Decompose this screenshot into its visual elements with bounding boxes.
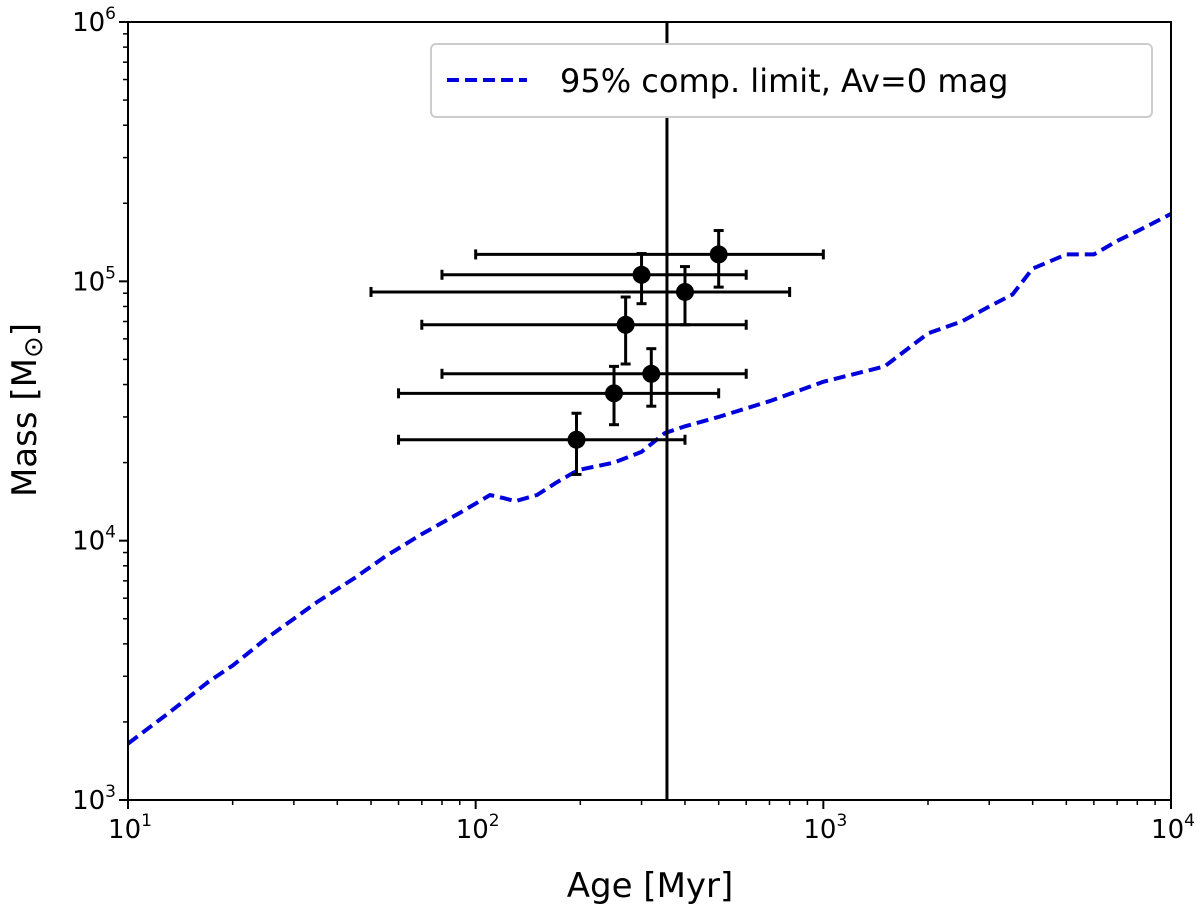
- data-point: [642, 364, 661, 383]
- data-point: [632, 265, 651, 284]
- y-tick-label-base: 10: [72, 267, 105, 297]
- y-tick-label-base: 10: [72, 527, 105, 557]
- y-tick-label-exponent: 6: [105, 4, 116, 24]
- x-tick-label-base: 10: [803, 815, 836, 845]
- data-point: [709, 245, 728, 264]
- y-tick-label-exponent: 3: [105, 782, 116, 802]
- data-point: [675, 282, 694, 301]
- x-tick-label-exponent: 3: [836, 811, 847, 831]
- y-axis-label-end: ]: [5, 323, 45, 336]
- x-axis-label: Age [Myr]: [567, 866, 734, 906]
- y-tick-label-base: 10: [72, 8, 105, 38]
- x-tick-label-exponent: 1: [141, 811, 152, 831]
- x-tick-label-base: 10: [108, 815, 141, 845]
- x-tick-label: 104: [1151, 811, 1195, 845]
- y-axis-label-main: Mass [M: [5, 358, 45, 497]
- y-tick-label: 104: [72, 523, 116, 557]
- data-point: [567, 430, 586, 449]
- y-tick-label: 103: [72, 782, 116, 816]
- y-tick-label-exponent: 4: [105, 523, 116, 543]
- y-tick-label-base: 10: [72, 786, 105, 816]
- y-axis-label: Mass [M⊙]: [5, 323, 49, 497]
- legend-box: [430, 43, 1153, 118]
- x-tick-label-base: 10: [1151, 815, 1184, 845]
- plot-frame: [127, 21, 1172, 801]
- y-tick-label: 105: [72, 263, 116, 297]
- legend-label: 95% comp. limit, Av=0 mag: [560, 62, 1008, 100]
- x-tick-label-base: 10: [456, 815, 489, 845]
- plot-area: [126, 22, 1172, 800]
- x-tick-label-exponent: 4: [1184, 811, 1195, 831]
- y-tick-label: 106: [72, 4, 116, 38]
- data-point: [616, 315, 635, 334]
- x-tick-label-exponent: 2: [489, 811, 500, 831]
- data-point: [605, 384, 624, 403]
- y-tick-label-exponent: 5: [105, 263, 116, 283]
- completeness-limit-line: [126, 212, 1172, 746]
- legend: 95% comp. limit, Av=0 mag: [430, 43, 1153, 118]
- x-tick-label: 101: [108, 811, 152, 845]
- x-tick-label: 103: [803, 811, 847, 845]
- y-axis-label-symbol: ⊙: [19, 336, 49, 358]
- x-tick-label: 102: [456, 811, 500, 845]
